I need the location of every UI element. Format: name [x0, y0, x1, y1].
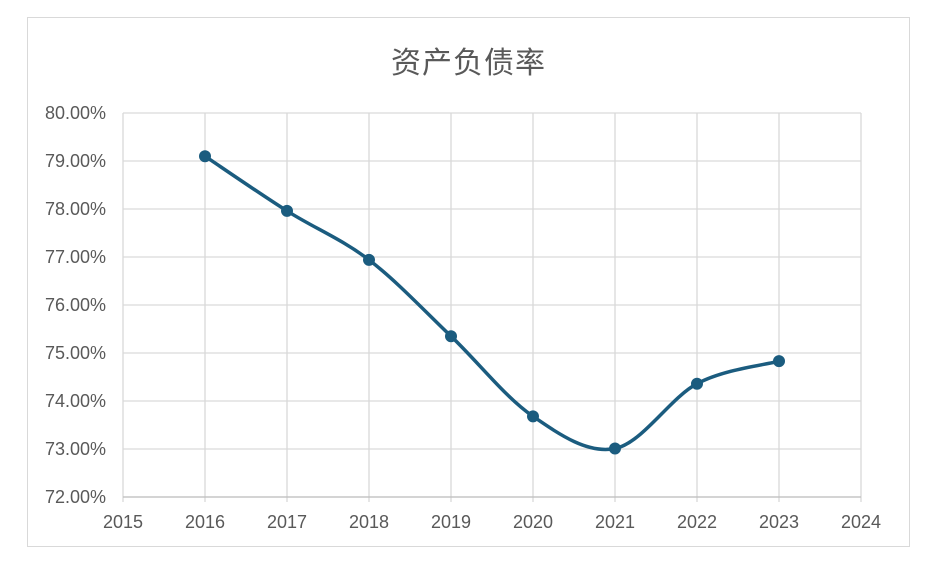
y-tick-label: 80.00% [45, 103, 106, 123]
series-line [203, 154, 781, 452]
x-tick-label: 2018 [349, 512, 389, 532]
y-tick-label: 77.00% [45, 247, 106, 267]
data-point [691, 377, 703, 390]
y-tick-label: 75.00% [45, 343, 106, 363]
x-tick-label: 2017 [267, 512, 307, 532]
data-point [527, 410, 539, 423]
data-point [609, 442, 621, 455]
chart-frame: 资产负债率 [27, 17, 910, 547]
data-point [281, 204, 293, 217]
x-tick-label: 2015 [103, 512, 143, 532]
x-tick-label: 2019 [431, 512, 471, 532]
x-tick-label: 2020 [513, 512, 553, 532]
chart-title: 资产负债率 [391, 46, 546, 81]
x-tick-label: 2016 [185, 512, 225, 532]
x-tick-label: 2024 [841, 512, 881, 532]
y-tick-label: 76.00% [45, 295, 106, 315]
data-point [773, 355, 785, 368]
y-tick-label: 78.00% [45, 199, 106, 219]
data-point [199, 150, 211, 163]
y-tick-label: 72.00% [45, 487, 106, 507]
y-tick-label: 73.00% [45, 439, 106, 459]
x-tick-label: 2023 [759, 512, 799, 532]
data-point [445, 330, 457, 343]
y-tick-label: 74.00% [45, 391, 106, 411]
y-tick-label: 79.00% [45, 151, 106, 171]
x-tick-label: 2021 [595, 512, 635, 532]
x-tick-label: 2022 [677, 512, 717, 532]
data-point [363, 253, 375, 266]
